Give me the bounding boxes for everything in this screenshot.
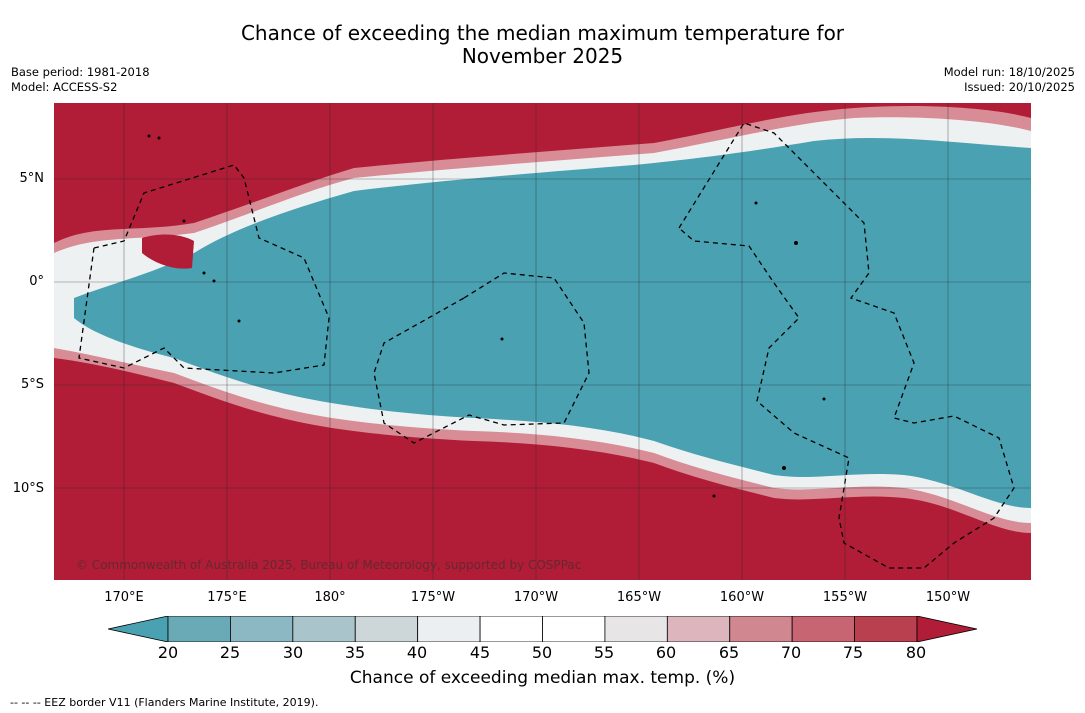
lat-label-5s: 5°S (20, 377, 44, 392)
lat-label-5n: 5°N (19, 171, 45, 186)
colorbar-segment-35 (354, 616, 419, 642)
colorbar-low-arrow (108, 616, 169, 642)
colorbar-tick-65: 65 (718, 643, 740, 662)
colorbar-tick-80: 80 (905, 643, 927, 662)
colorbar-tick-40: 40 (406, 643, 428, 662)
chart-title: Chance of exceeding the median maximum t… (0, 22, 1085, 68)
lon-label-175w: 175°W (410, 590, 456, 605)
colorbar-tick-70: 70 (780, 643, 802, 662)
colorbar-tick-20: 20 (157, 643, 179, 662)
lon-label-155w: 155°W (822, 590, 868, 605)
colorbar-high-arrow (916, 616, 978, 642)
colorbar-segment-75 (854, 616, 918, 642)
colorbar-segment-25 (230, 616, 294, 642)
colorbar-segment-60 (666, 616, 731, 642)
lon-label-150w: 150°W (925, 590, 971, 605)
title-line-2: November 2025 (461, 44, 624, 68)
colorbar-tick-50: 50 (531, 643, 553, 662)
colorbar-tick-30: 30 (282, 643, 304, 662)
copyright-notice: © Commonwealth of Australia 2025, Bureau… (76, 558, 582, 572)
islands (147, 134, 826, 498)
colorbar-label: Chance of exceeding median max. temp. (%… (349, 668, 736, 688)
lon-label-160w: 160°W (719, 590, 765, 605)
model-info: Base period: 1981-2018 Model: ACCESS-S2 (11, 65, 150, 95)
colorbar-tick-25: 25 (219, 643, 241, 662)
colorbar-tick-60: 60 (655, 643, 677, 662)
title-line-1: Chance of exceeding the median maximum t… (240, 21, 845, 45)
colorbar-segment-70 (791, 616, 855, 642)
model-run-date: Model run: 18/10/2025 (943, 65, 1075, 79)
issued-date: Issued: 20/10/2025 (964, 80, 1075, 94)
map-canvas (54, 103, 1031, 580)
colorbar-segment-65 (729, 616, 793, 642)
lat-label-0: 0° (29, 274, 44, 289)
colorbar-tick-35: 35 (344, 643, 366, 662)
eez-legend: -- -- -- EEZ border V11 (Flanders Marine… (10, 696, 319, 709)
model-name: Model: ACCESS-S2 (11, 80, 118, 94)
base-period: Base period: 1981-2018 (11, 65, 150, 79)
colorbar-segment-40 (417, 616, 481, 642)
lon-label-170e: 170°E (104, 590, 144, 605)
colorbar-tick-55: 55 (593, 643, 615, 662)
lon-label-165w: 165°W (616, 590, 662, 605)
colorbar-segments (167, 616, 918, 642)
eez-borders (78, 122, 1015, 569)
colorbar-segment-50 (542, 616, 606, 642)
colorbar-segment-20 (167, 616, 231, 642)
run-info: Model run: 18/10/2025 Issued: 20/10/2025 (944, 65, 1075, 95)
colorbar (108, 616, 978, 642)
lat-label-10s: 10°S (12, 481, 44, 496)
warm-patch (142, 234, 194, 269)
colorbar-segment-45 (479, 616, 543, 642)
colorbar-segment-30 (292, 616, 356, 642)
below-median-region (74, 138, 1031, 508)
colorbar-segment-55 (604, 616, 668, 642)
colorbar-tick-75: 75 (842, 643, 864, 662)
colorbar-tick-45: 45 (469, 643, 491, 662)
lon-label-175e: 175°E (207, 590, 247, 605)
graticule (54, 103, 1031, 580)
forecast-map (54, 103, 1031, 580)
lon-label-170w: 170°W (513, 590, 559, 605)
lon-label-180: 180° (314, 590, 346, 605)
